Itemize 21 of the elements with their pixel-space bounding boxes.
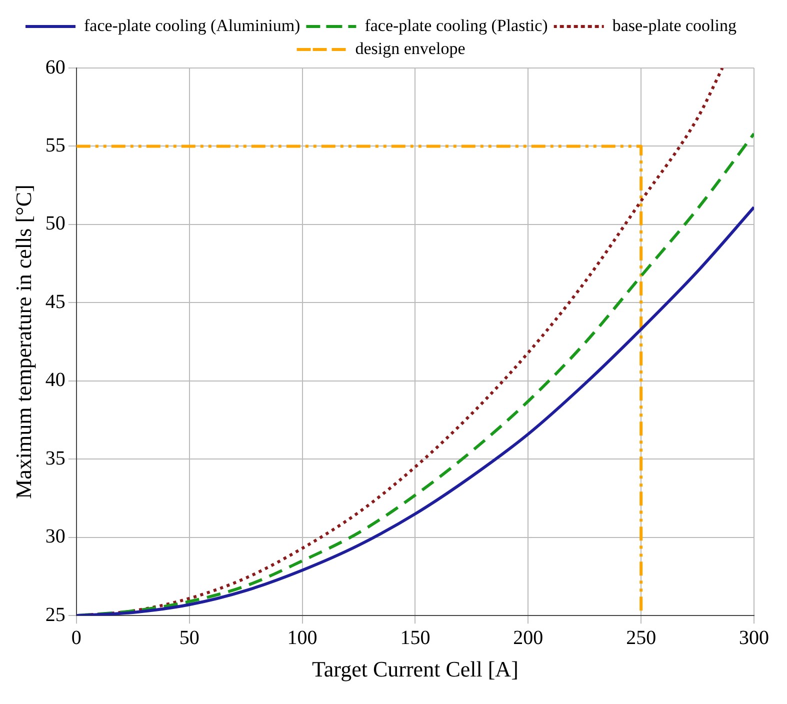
x-axis-title: Target Current Cell [A] [312,656,518,682]
x-tick-label: 250 [626,626,656,649]
y-tick-label: 45 [45,290,66,313]
y-tick-label: 50 [45,212,66,235]
x-tick-label: 100 [287,626,318,649]
y-tick-label: 25 [45,604,66,626]
y-tick-label: 60 [45,56,66,78]
y-axis-title: Maximum temperature in cells [°C] [10,184,36,499]
x-tick-label: 0 [71,626,82,649]
x-tick-label: 300 [739,626,769,649]
legend-label: face-plate cooling (Plastic) [364,16,548,35]
y-tick-label: 30 [45,526,66,548]
y-tick-label: 35 [45,447,66,470]
legend-label: base-plate cooling [612,16,737,35]
x-tick-label: 50 [179,626,200,649]
y-tick-label: 40 [45,369,66,392]
legend-label: design envelope [355,38,466,58]
legend-label: face-plate cooling (Aluminium) [84,16,300,35]
y-tick-label: 55 [45,134,66,156]
x-tick-label: 150 [400,626,430,649]
x-tick-label: 200 [513,626,544,649]
